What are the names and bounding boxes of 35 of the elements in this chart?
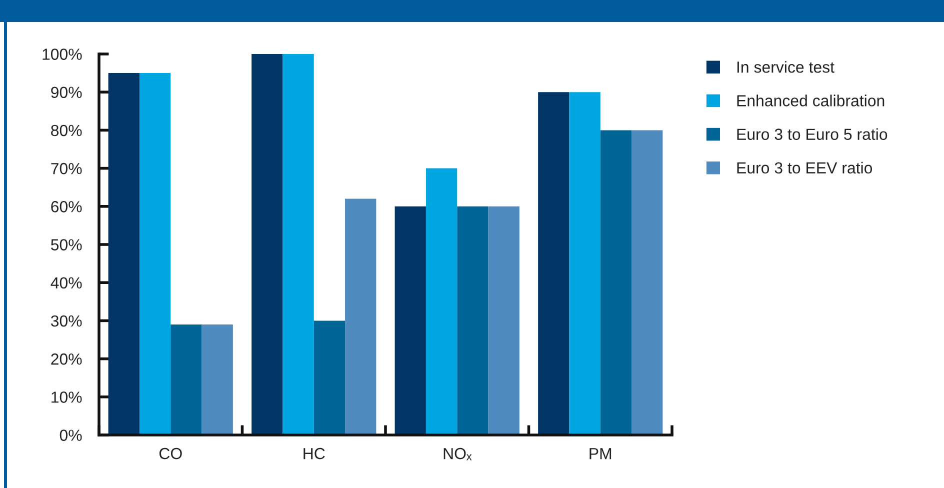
- bar: [632, 130, 663, 435]
- bar: [426, 168, 458, 435]
- y-tick-label: 90%: [51, 86, 82, 98]
- y-tick-label: 50%: [51, 239, 82, 250]
- y-tick-label: 10%: [52, 392, 82, 403]
- y-tick-label: 80%: [51, 124, 82, 136]
- legend-label: Euro 3 to Euro 5 ratio: [737, 128, 888, 140]
- x-tick-label: CO: [159, 448, 182, 460]
- y-tick-label: 20%: [51, 353, 82, 365]
- y-tick-label: 30%: [50, 315, 82, 327]
- bar: [314, 320, 346, 435]
- bar: [345, 198, 376, 435]
- y-tick-label: 70%: [51, 162, 82, 174]
- legend-label: Euro 3 to EEV ratio: [737, 162, 872, 174]
- bar: [202, 324, 233, 435]
- legend-label: In service test: [737, 61, 834, 73]
- bar: [600, 130, 632, 435]
- bar: [170, 324, 202, 435]
- x-tick-label: HC: [304, 448, 325, 460]
- y-tick-label: 40%: [50, 277, 82, 289]
- bar: [457, 206, 488, 435]
- y-tick-label: 100%: [42, 48, 82, 60]
- x-tick-label: PM: [590, 448, 612, 460]
- bar: [538, 92, 570, 435]
- bar: [108, 73, 140, 435]
- bar: [252, 54, 283, 435]
- y-tick-label: 0%: [60, 430, 82, 441]
- y-tick-label: 60%: [51, 201, 82, 212]
- x-tick-label: NOₓ: [444, 448, 472, 460]
- bar: [394, 206, 426, 435]
- bar: [282, 54, 314, 435]
- bar: [139, 73, 171, 435]
- legend-label: Enhanced calibration: [737, 94, 884, 106]
- bar: [569, 92, 600, 435]
- bar: [488, 206, 520, 435]
